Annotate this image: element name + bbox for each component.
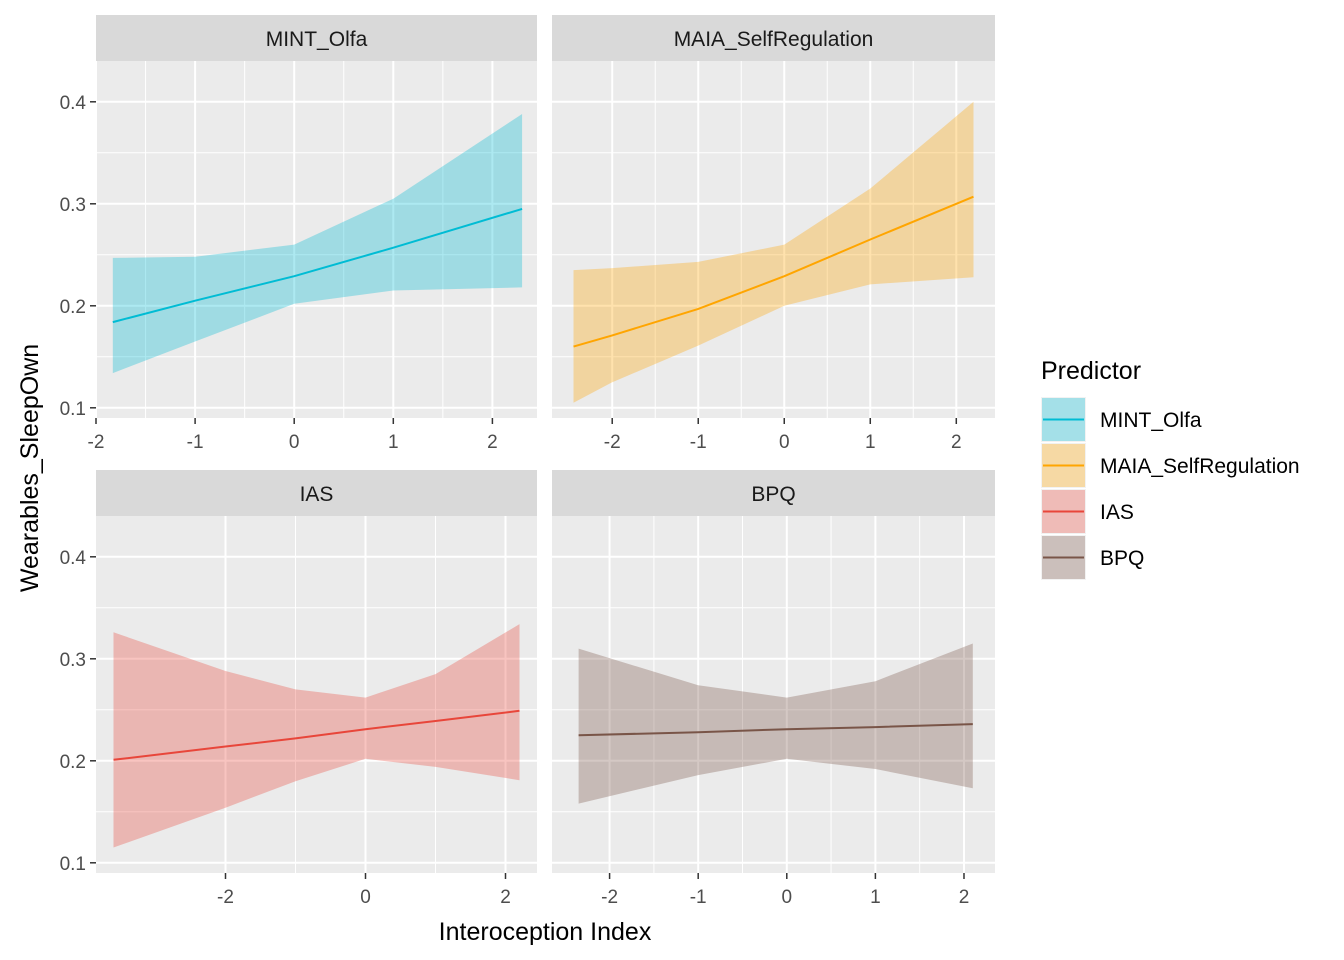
x-tick-label: 2 [951, 432, 962, 453]
strip-label: BPQ [751, 483, 795, 506]
x-tick-label: 0 [779, 432, 790, 453]
panel-background [96, 516, 537, 873]
fit-line-IAS [113, 709, 520, 761]
y-tick-label: 0.1 [60, 854, 86, 875]
x-tick-label: 1 [388, 432, 399, 453]
x-tick-label: 2 [959, 887, 970, 908]
x-tick-label: -1 [187, 432, 204, 453]
y-tick-label: 0.2 [60, 297, 86, 318]
strip-label: MAIA_SelfRegulation [674, 28, 874, 51]
confidence-ribbon-MAIA_SelfRegulation [573, 101, 974, 403]
strip-background [96, 470, 537, 516]
y-tick-label: 0.3 [60, 650, 86, 671]
legend-label: IAS [1100, 501, 1134, 524]
x-tick-label: -1 [690, 887, 707, 908]
confidence-ribbon-BPQ [578, 643, 973, 804]
panel-BPQ: BPQ -2 -1 0 1 2 [552, 470, 995, 908]
legend: Predictor MINT_Olfa MAIA_SelfRegulation IA… [1041, 357, 1300, 580]
y-tick-label: 0.2 [60, 752, 86, 773]
panel-MAIA_SelfRegulation: MAIA_SelfRegulation -2 -1 0 1 2 [552, 15, 995, 453]
legend-item-BPQ: BPQ [1041, 535, 1144, 580]
legend-item-IAS: IAS [1041, 489, 1134, 534]
x-tick-label: -2 [88, 432, 105, 453]
y-tick-label: 0.4 [60, 548, 87, 569]
fit-line-MAIA_SelfRegulation [573, 195, 974, 348]
fit-line-BPQ [578, 723, 973, 737]
x-tick-label: -1 [690, 432, 707, 453]
y-tick-label: 0.1 [60, 399, 86, 420]
legend-label: MAIA_SelfRegulation [1100, 455, 1300, 478]
x-tick-label: 0 [360, 887, 371, 908]
legend-label: MINT_Olfa [1100, 409, 1202, 432]
panel-background [552, 61, 995, 418]
x-tick-label: 0 [782, 887, 793, 908]
fit-line-MINT_Olfa [112, 207, 523, 324]
y-tick-label: 0.4 [60, 93, 87, 114]
y-tick-label: 0.3 [60, 195, 86, 216]
panel-background [552, 516, 995, 873]
x-tick-label: 0 [289, 432, 300, 453]
legend-label: BPQ [1100, 547, 1144, 570]
legend-item-MAIA_SelfRegulation: MAIA_SelfRegulation [1041, 443, 1300, 488]
legend-item-MINT_Olfa: MINT_Olfa [1041, 397, 1202, 442]
strip-background [552, 470, 995, 516]
x-tick-label: 2 [500, 887, 511, 908]
panels-group: MINT_Olfa -2 -1 0 1 2 0.1 0.2 0.3 0.4 MAIA_SelfReg… [60, 15, 995, 908]
confidence-ribbon-MINT_Olfa [112, 114, 523, 374]
strip-background [96, 15, 537, 61]
x-axis-title: Interoception Index [439, 918, 652, 946]
y-axis-title: Wearables_SleepOwn [16, 344, 44, 592]
strip-label: MINT_Olfa [266, 28, 368, 51]
x-tick-label: -2 [601, 887, 618, 908]
strip-background [552, 15, 995, 61]
x-tick-label: 1 [870, 887, 881, 908]
panel-IAS: IAS -2 0 2 0.1 0.2 0.3 0.4 [60, 470, 537, 908]
x-tick-label: 1 [865, 432, 876, 453]
panel-background [96, 61, 537, 418]
panel-MINT_Olfa: MINT_Olfa -2 -1 0 1 2 0.1 0.2 0.3 0.4 [60, 15, 537, 453]
x-tick-label: 2 [487, 432, 498, 453]
strip-label: IAS [300, 483, 334, 506]
x-tick-label: -2 [217, 887, 234, 908]
x-tick-label: -2 [604, 432, 621, 453]
legend-title: Predictor [1041, 357, 1141, 385]
